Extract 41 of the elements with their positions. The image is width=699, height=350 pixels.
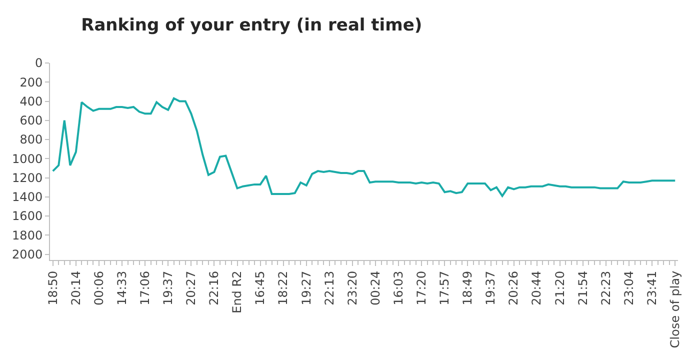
x-tick-label: 00:24 — [368, 270, 382, 306]
x-tick-label: 18:22 — [276, 270, 290, 306]
x-tick-label: 17:20 — [414, 270, 429, 306]
x-tick-label: 20:26 — [506, 270, 521, 306]
x-tick-label: 22:13 — [322, 270, 336, 306]
x-tick-label: 20:14 — [68, 270, 83, 306]
y-tick-label: 1000 — [12, 152, 43, 166]
x-tick-label: 21:54 — [576, 270, 590, 306]
x-tick-label: 16:45 — [253, 270, 268, 306]
x-tick-label: 22:23 — [598, 270, 613, 306]
x-tick-label: Close of play — [668, 270, 682, 348]
x-tick-label: 17:57 — [438, 270, 452, 306]
x-tick-label: 19:37 — [161, 270, 176, 306]
x-tick-label: 14:33 — [114, 270, 129, 306]
y-tick-label: 600 — [20, 114, 43, 128]
y-tick-label: 1400 — [12, 190, 43, 204]
x-tick-label: End R2 — [230, 270, 244, 314]
y-tick-label: 1800 — [12, 228, 43, 242]
y-tick-label: 200 — [20, 75, 43, 90]
x-tick-label: 18:50 — [46, 270, 60, 306]
x-tick-label: 18:49 — [460, 270, 475, 306]
chart-title: Ranking of your entry (in real time) — [81, 15, 422, 36]
x-tick-label: 20:44 — [530, 270, 544, 306]
x-tick-label: 16:03 — [391, 270, 406, 306]
line-series — [52, 97, 676, 197]
x-tick-label: 19:27 — [299, 270, 314, 306]
x-tick-label: 20:27 — [184, 270, 198, 306]
x-tick-label: 17:06 — [138, 270, 152, 306]
x-tick-label: 23:20 — [345, 270, 360, 306]
y-tick-label: 1200 — [12, 170, 43, 185]
x-tick-label: 22:16 — [207, 270, 222, 306]
x-tick-label: 00:06 — [92, 270, 106, 306]
x-tick-label: 21:20 — [552, 270, 567, 306]
x-tick-label: 23:04 — [622, 270, 636, 306]
x-tick-label: 19:37 — [484, 270, 498, 306]
y-tick-label: 0 — [34, 56, 43, 70]
y-tick-label: 400 — [20, 94, 43, 108]
x-tick-label: 23:41 — [644, 270, 659, 306]
y-tick-label: 1600 — [12, 209, 43, 224]
y-tick-label: 2000 — [12, 247, 43, 262]
y-tick-label: 800 — [20, 132, 43, 147]
